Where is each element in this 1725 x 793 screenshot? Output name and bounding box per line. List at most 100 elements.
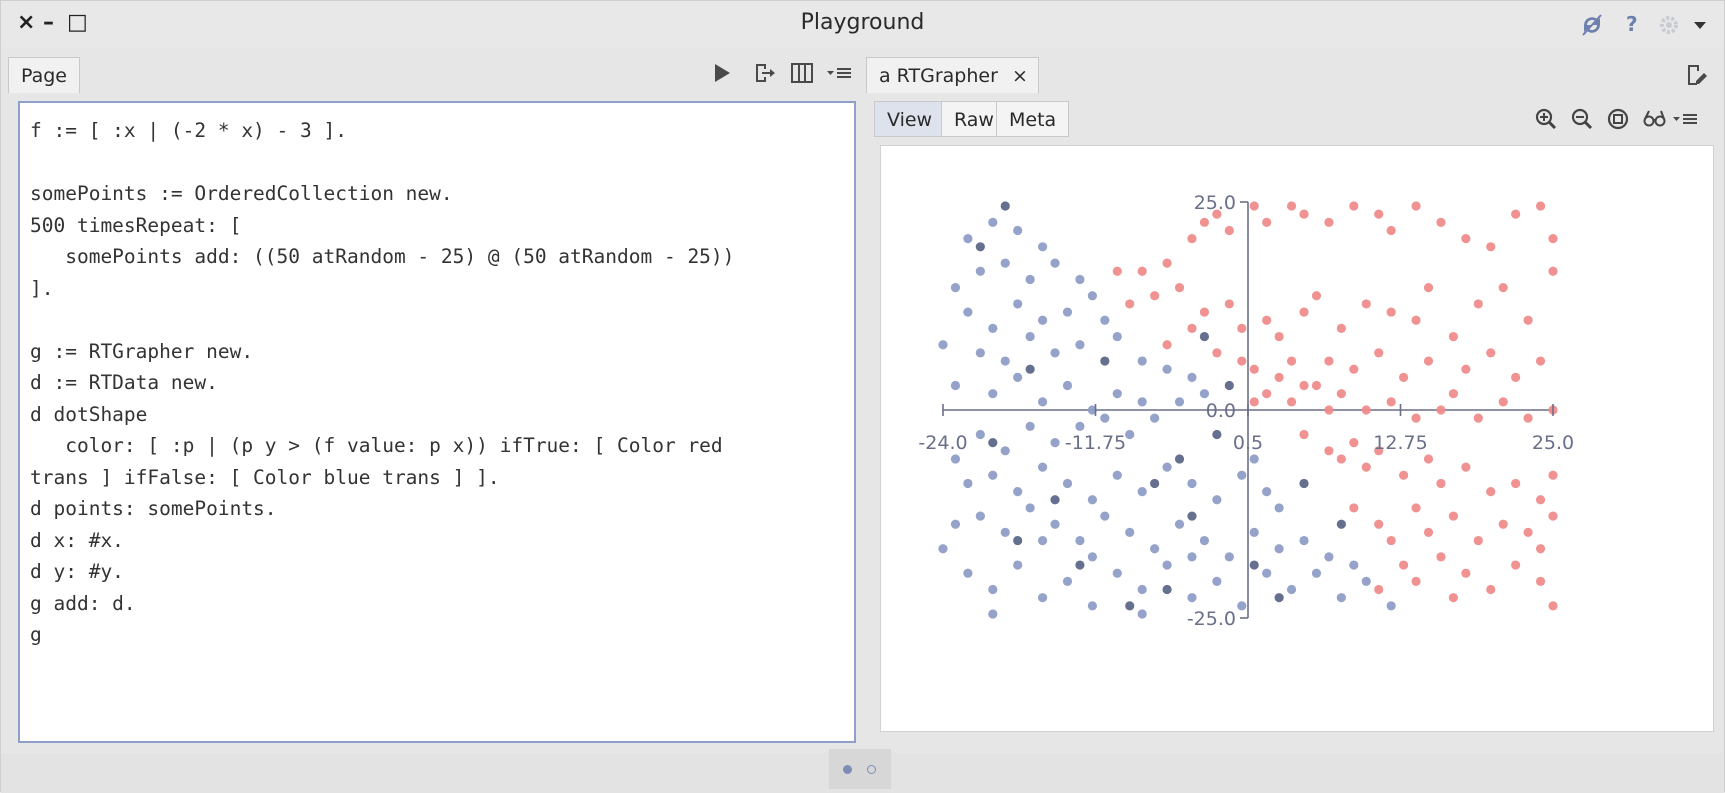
scatter-point-blue <box>1137 487 1147 497</box>
scatter-point-red <box>1274 372 1284 382</box>
scatter-point-blue <box>1262 487 1272 497</box>
chevron-down-icon[interactable] <box>1693 13 1707 41</box>
code-line[interactable]: g add: d. <box>30 591 136 615</box>
code-line[interactable]: 500 timesRepeat: [ <box>30 213 242 237</box>
scatter-point-blue <box>1199 535 1210 546</box>
zoom-in-icon[interactable] <box>1534 107 1558 138</box>
code-line[interactable] <box>30 304 734 336</box>
scatter-point-blue <box>1087 405 1097 415</box>
scatter-point-red <box>1137 266 1147 276</box>
scatter-point-blue <box>1137 584 1147 595</box>
tab-rtgrapher[interactable]: a RTGrapher × <box>866 57 1039 93</box>
scatter-point-red <box>1199 217 1210 227</box>
scatter-point-red <box>1423 356 1434 366</box>
code-line[interactable]: d := RTData new. <box>30 371 218 394</box>
scatter-point-red <box>1324 446 1334 456</box>
tab-raw[interactable]: Raw <box>941 101 1007 137</box>
scatter-point-red <box>1461 364 1471 374</box>
scatter-point-red <box>1523 315 1533 325</box>
tab-meta[interactable]: Meta <box>996 101 1070 137</box>
code-line[interactable]: somePoints := OrderedCollection new. <box>30 182 453 205</box>
maximize-icon[interactable]: □ <box>67 10 88 35</box>
scatter-point-red <box>1324 217 1334 227</box>
code-line[interactable]: d dotShape <box>30 402 148 426</box>
scatter-point-blue-dark <box>1100 356 1110 366</box>
scatter-point-red <box>1548 511 1558 521</box>
scatter-point-red <box>1386 225 1396 236</box>
scatter-point-blue <box>1087 552 1097 562</box>
scatter-point-red <box>1374 519 1384 529</box>
scatter-point-blue <box>1112 470 1122 480</box>
tab-view[interactable]: View <box>874 101 946 137</box>
code-line[interactable]: color: [ :p | (p y > (f value: p x)) ifT… <box>30 434 723 457</box>
scatter-point-blue <box>1087 291 1097 301</box>
scatter-point-red <box>1548 601 1558 611</box>
scatter-point-red <box>1511 560 1521 570</box>
scatter-point-red <box>1299 209 1309 219</box>
scatter-point-blue <box>1050 438 1060 448</box>
sync-icon[interactable] <box>1579 13 1605 41</box>
scatter-point-red <box>1224 299 1234 309</box>
inspect-icon[interactable] <box>1642 107 1668 138</box>
scatter-point-blue-dark <box>1274 593 1284 603</box>
scatter-point-blue <box>1100 315 1110 325</box>
scatter-point-red <box>1311 291 1322 301</box>
chart-canvas[interactable]: -24.0 -11.75 0.5 12.75 25.0 25.0 0.0 -25.0 <box>880 145 1714 732</box>
scatter-point-blue <box>950 283 961 293</box>
menu-icon[interactable] <box>1672 107 1698 138</box>
scatter-point-red <box>1249 364 1259 374</box>
scatter-point-red <box>1336 323 1346 333</box>
zoom-out-icon[interactable] <box>1570 107 1594 138</box>
scatter-point-blue-dark <box>1212 429 1222 440</box>
x-tick-label: -24.0 <box>918 432 967 454</box>
play-icon[interactable] <box>712 61 732 92</box>
code-line[interactable]: g := RTGrapher new. <box>30 339 254 363</box>
scatter-point-blue-dark <box>975 242 985 252</box>
code-line[interactable]: ]. <box>30 276 54 300</box>
close-icon[interactable]: × <box>17 10 36 35</box>
scatter-point-red <box>1199 307 1210 317</box>
minimize-icon[interactable]: – <box>43 10 54 35</box>
scatter-point-red <box>1386 307 1396 317</box>
scatter-point-red <box>1486 487 1496 497</box>
scatter-point-blue <box>950 454 961 464</box>
scatter-point-blue <box>1013 487 1023 497</box>
close-tab-icon[interactable]: × <box>1011 65 1028 87</box>
code-line[interactable]: trans ] ifFalse: [ Color blue trans ] ]. <box>30 465 500 489</box>
menu-icon[interactable] <box>826 61 852 92</box>
settings-icon[interactable] <box>1657 13 1681 41</box>
code-line[interactable]: d points: somePoints. <box>30 497 277 520</box>
columns-icon[interactable] <box>790 61 814 92</box>
tab-page[interactable]: Page <box>8 57 80 93</box>
scatter-point-blue <box>1212 576 1222 586</box>
code-line[interactable] <box>30 147 734 179</box>
page-dot-active[interactable] <box>843 765 852 774</box>
scatter-point-red <box>1535 201 1546 211</box>
scatter-point-red <box>1511 209 1521 219</box>
page-dot[interactable] <box>867 765 876 774</box>
code-editor[interactable]: f := [ :x | (-2 * x) - 3 ]. somePoints :=… <box>18 101 856 743</box>
scatter-point-blue <box>1162 560 1172 570</box>
scatter-point-blue-dark <box>1025 364 1035 374</box>
code-text[interactable]: f := [ :x | (-2 * x) - 3 ]. somePoints :=… <box>30 115 734 651</box>
fit-icon[interactable] <box>1606 107 1630 138</box>
scatter-point-blue <box>975 511 985 521</box>
scatter-point-blue <box>988 217 998 227</box>
code-line[interactable]: somePoints add: ((50 atRandom - 25) @ (5… <box>30 245 735 268</box>
scatter-point-blue <box>1249 527 1259 537</box>
export-icon[interactable] <box>752 61 776 92</box>
scatter-point-red <box>1448 331 1459 342</box>
edit-icon[interactable] <box>1685 63 1709 94</box>
code-line[interactable]: g <box>30 623 42 646</box>
code-line[interactable]: d y: #y. <box>30 560 124 583</box>
scatter-point-red <box>1349 201 1359 211</box>
scatter-point-blue <box>1013 560 1023 570</box>
help-icon[interactable]: ? <box>1626 12 1638 36</box>
scatter-point-red <box>1336 454 1346 464</box>
scatter-point-red <box>1212 209 1222 219</box>
scatter-point-red <box>1498 519 1508 529</box>
scatter-point-blue <box>1311 568 1322 578</box>
scatter-point-blue-dark <box>1150 478 1160 489</box>
code-line[interactable]: f := [ :x | (-2 * x) - 3 ]. <box>30 119 347 142</box>
code-line[interactable]: d x: #x. <box>30 528 124 552</box>
